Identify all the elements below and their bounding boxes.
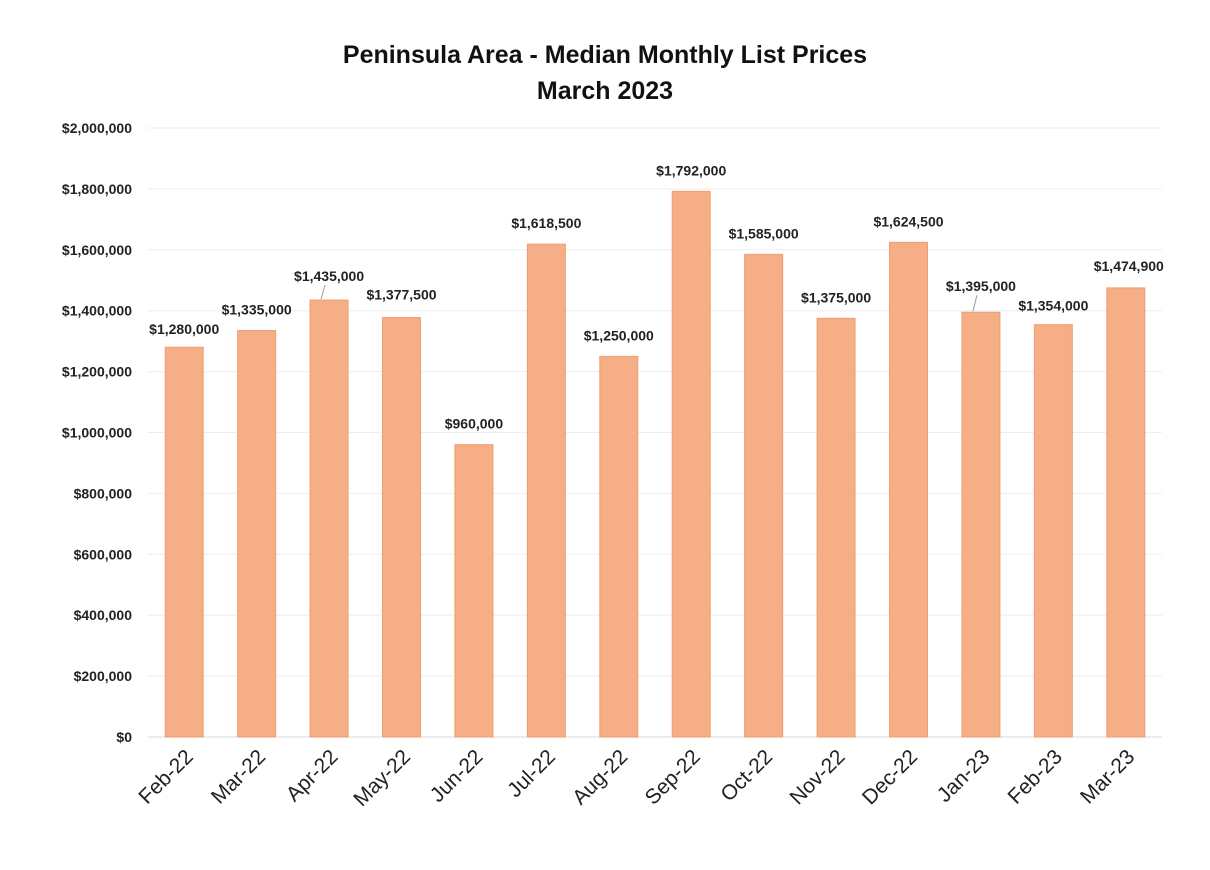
chart-subtitle: March 2023 [537, 77, 673, 105]
label-leader-line [972, 295, 978, 312]
data-label: $1,618,500 [511, 215, 581, 231]
x-tick-label: Feb-22 [134, 745, 197, 808]
x-tick-label: Dec-22 [858, 745, 922, 809]
y-tick-label: $600,000 [74, 546, 133, 562]
data-label: $1,624,500 [873, 213, 943, 229]
x-axis-ticks: Feb-22 Mar-22 Apr-22 May-22 Jun-22 Jul-22 Aug-… [134, 745, 1139, 811]
bar [816, 317, 856, 738]
y-tick-label: $800,000 [74, 485, 133, 501]
bar [309, 299, 349, 738]
y-tick-label: $1,000,000 [62, 425, 132, 441]
data-label: $1,280,000 [149, 321, 219, 337]
data-label: $1,377,500 [366, 287, 436, 303]
y-tick-label: $0 [116, 729, 132, 745]
y-tick-label: $1,200,000 [62, 364, 132, 380]
x-tick-label: Oct-22 [716, 745, 777, 806]
data-label: $1,375,000 [801, 289, 871, 305]
y-tick-label: $1,600,000 [62, 242, 132, 258]
bar [961, 311, 1001, 738]
bar [454, 444, 494, 738]
bar [237, 329, 277, 738]
data-label: $960,000 [445, 416, 504, 432]
data-labels: $1,280,000$1,335,000 $1,435,000$1,377,500… [149, 162, 1164, 431]
x-tick-label: Mar-22 [207, 745, 270, 808]
bar [1106, 287, 1146, 738]
bar [526, 243, 566, 738]
x-tick-label: Jul-22 [503, 745, 560, 802]
data-label: $1,250,000 [584, 327, 654, 343]
y-tick-label: $1,800,000 [62, 181, 132, 197]
x-tick-label: Apr-22 [282, 745, 343, 806]
x-tick-label: Feb-23 [1004, 745, 1067, 808]
bar [1033, 324, 1073, 738]
y-tick-label: $1,400,000 [62, 303, 132, 319]
bar [599, 355, 639, 738]
x-tick-label: Jun-22 [426, 745, 488, 807]
y-tick-label: $200,000 [74, 668, 133, 684]
x-tick-label: Mar-23 [1076, 745, 1139, 808]
gridlines [148, 127, 1162, 738]
data-label: $1,435,000 [294, 268, 364, 284]
y-tick-label: $400,000 [74, 607, 133, 623]
data-label: $1,474,900 [1094, 258, 1164, 274]
data-label: $1,395,000 [946, 278, 1016, 294]
data-label: $1,792,000 [656, 162, 726, 178]
data-label: $1,585,000 [729, 225, 799, 241]
bar [671, 190, 711, 738]
x-tick-label: Sep-22 [641, 745, 705, 809]
x-tick-label: May-22 [349, 745, 415, 811]
bars [164, 190, 1146, 738]
bar [164, 346, 204, 738]
bar [889, 241, 928, 738]
bar [382, 317, 421, 738]
label-leader-line [320, 284, 326, 300]
chart-title: Peninsula Area - Median Monthly List Pri… [343, 41, 867, 69]
y-tick-label: $2,000,000 [62, 120, 132, 136]
x-tick-label: Aug-22 [568, 745, 632, 809]
bar [744, 253, 784, 738]
data-label: $1,354,000 [1018, 298, 1088, 314]
y-axis-ticks: $0 $200,000 $400,000 $600,000 $800,000 $1,000… [62, 120, 132, 745]
x-tick-label: Jan-23 [933, 745, 995, 807]
x-tick-label: Nov-22 [785, 745, 849, 809]
data-label: $1,335,000 [222, 301, 292, 317]
